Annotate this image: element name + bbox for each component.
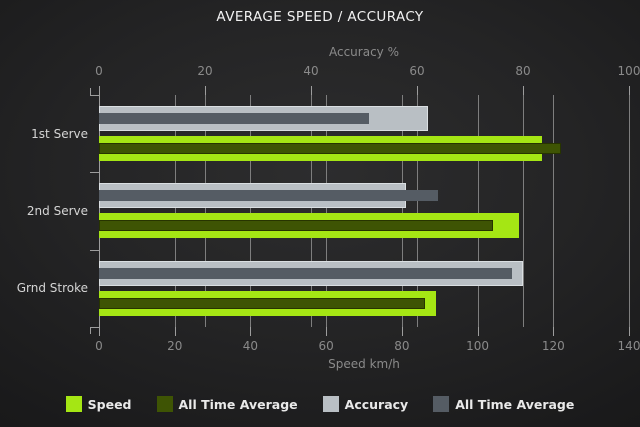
legend-label: Accuracy	[344, 396, 409, 412]
axis-end-bracket	[90, 327, 91, 334]
accuracy-tick	[311, 86, 312, 95]
accuracy-tick	[417, 86, 418, 95]
speed-axis-title: Speed km/h	[328, 357, 400, 371]
speed-average-swatch-icon	[156, 396, 173, 412]
legend-label: All Time Average	[455, 396, 575, 412]
legend-item-accuracy[interactable]: Accuracy	[322, 396, 409, 412]
accuracy-gridline	[417, 95, 418, 327]
speed-gridline	[326, 95, 328, 327]
accuracy-tick	[205, 86, 206, 95]
category-boundary-tick	[90, 249, 99, 251]
speed-tick	[553, 327, 555, 336]
speed-tick-label: 120	[541, 339, 565, 353]
accuracy-tick	[629, 86, 630, 95]
category-label-1st-serve: 1st Serve	[31, 126, 88, 141]
speed-gridline	[174, 95, 176, 327]
accuracy-tick-label: 80	[515, 64, 531, 78]
accuracy-tick-label: 100	[617, 64, 640, 78]
category-label-grnd-stroke: Grnd Stroke	[16, 281, 88, 296]
speed-tick-label: 80	[394, 339, 410, 353]
accuracy-axis-title: Accuracy %	[328, 45, 399, 59]
speed-tick-label: 60	[318, 339, 334, 353]
legend-item-accuracy-all-time-average[interactable]: All Time Average	[433, 396, 574, 412]
accuracy-tick-label: 60	[409, 64, 425, 78]
accuracy-gridline	[311, 95, 312, 327]
speed-tick	[174, 327, 176, 336]
legend-label: Speed	[87, 396, 132, 412]
speed-tick	[401, 327, 403, 336]
speed-tick	[629, 327, 630, 336]
speed-swatch-icon	[65, 396, 82, 412]
speed-tick	[250, 327, 252, 336]
accuracy-tick-label: 20	[197, 64, 213, 78]
speed-gridline	[250, 95, 252, 327]
speed-tick-label: 0	[95, 339, 103, 353]
legend-item-speed[interactable]: Speed	[65, 396, 132, 412]
accuracy-swatch-icon	[322, 396, 339, 412]
accuracy-tick	[99, 86, 100, 95]
speed-gridline	[401, 95, 403, 327]
legend-item-speed-all-time-average[interactable]: All Time Average	[156, 396, 298, 412]
accuracy-gridline	[205, 95, 206, 327]
category-boundary-tick	[90, 172, 99, 174]
bar-speed-all-time-average-1st-serve	[99, 143, 561, 154]
accuracy-tick-label: 0	[95, 64, 103, 78]
plot-area	[90, 86, 630, 336]
category-boundary-tick	[90, 95, 99, 96]
speed-tick-label: 40	[242, 339, 259, 353]
accuracy-gridline	[523, 95, 524, 327]
speed-gridline	[629, 95, 630, 327]
speed-tick-label: 20	[167, 339, 183, 353]
accuracy-tick-label: 40	[303, 64, 319, 78]
category-axis-line	[99, 95, 100, 327]
accuracy-average-swatch-icon	[433, 396, 450, 412]
chart-title: AVERAGE SPEED / ACCURACY	[216, 9, 424, 25]
accuracy-tick	[523, 86, 524, 95]
category-boundary-tick	[90, 327, 99, 328]
speed-gridline	[477, 95, 479, 327]
speed-tick	[477, 327, 479, 336]
category-label-2nd-serve: 2nd Serve	[26, 204, 88, 218]
speed-tick	[326, 327, 328, 336]
bar-accuracy-all-time-average-2nd-serve	[99, 190, 439, 202]
bar-speed-all-time-average-2nd-serve	[99, 220, 493, 232]
speed-tick-label: 140	[617, 339, 640, 353]
bar-speed-all-time-average-grnd-stroke	[99, 297, 425, 309]
speed-tick	[99, 327, 100, 336]
legend-label: All Time Average	[178, 396, 298, 412]
speed-gridline	[553, 95, 555, 327]
bar-accuracy-all-time-average-1st-serve	[99, 113, 370, 124]
axis-end-bracket	[90, 88, 91, 95]
speed-tick-label: 100	[466, 339, 490, 353]
chart-legend: Speed All Time Average Accuracy All Time…	[0, 396, 640, 412]
bar-accuracy-all-time-average-grnd-stroke	[99, 267, 513, 279]
